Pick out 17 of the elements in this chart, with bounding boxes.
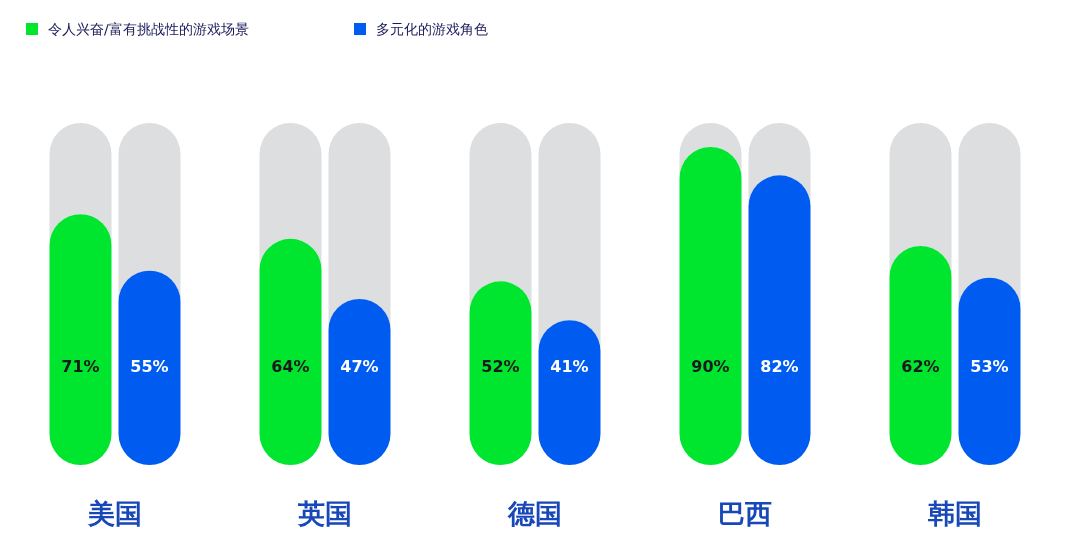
data-label: 90% [691,357,730,376]
data-label: 47% [340,357,379,376]
data-label: 71% [61,357,100,376]
x-tick-label: 德国 [507,498,562,529]
data-label: 41% [550,357,589,376]
x-tick-label: 巴西 [718,498,772,529]
legend-label: 多元化的游戏角色 [376,21,488,37]
data-label: 82% [760,357,799,376]
x-tick-label: 英国 [297,498,352,529]
data-label: 55% [130,357,169,376]
x-tick-label: 美国 [87,498,142,529]
legend-label: 令人兴奋/富有挑战性的游戏场景 [48,21,249,37]
data-label: 53% [970,357,1009,376]
data-label: 62% [901,357,940,376]
data-label: 52% [481,357,520,376]
x-tick-label: 韩国 [927,498,982,529]
data-label: 64% [271,357,310,376]
